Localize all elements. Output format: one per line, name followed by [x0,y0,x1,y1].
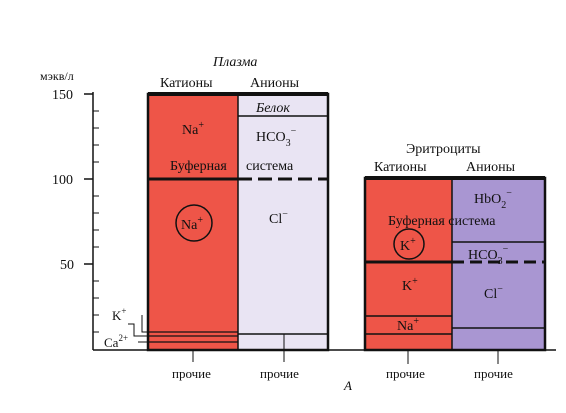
ery-na-label: Na+ [397,316,419,334]
y-tick-50: 50 [60,258,74,273]
erythrocytes-block: Эритроциты Катионы Анионы HbO2− Буферная… [363,142,547,381]
ery-other-right: прочие [474,366,513,381]
ery-k-circle-label: K+ [400,236,416,254]
plasma-na-upper-label: Na+ [182,120,204,138]
ery-buffer-label: Буферная система [388,214,496,229]
low-ion-labels: K+ Ca2+ [104,306,148,350]
plasma-na-circle [175,204,213,242]
axis-ca-label: Ca2+ [104,333,128,350]
plasma-cations-bar [148,94,238,350]
plasma-protein-label: Белок [255,101,290,116]
plasma-hco3-label: HCO3− [256,126,297,149]
ery-anions-bar [452,178,545,350]
ery-hco3-label: HCO3− [468,244,509,267]
ery-title: Эритроциты [406,142,481,157]
y-tick-100: 100 [52,173,73,188]
plasma-cations-header: Катионы [160,76,213,91]
plasma-anions-header: Анионы [250,76,300,91]
ery-cations-header: Катионы [374,160,427,175]
plasma-buffer-left-label: Буферная [170,159,227,174]
plasma-other-right: прочие [260,366,299,381]
ery-cations-bar [365,178,452,350]
ery-other-left: прочие [386,366,425,381]
plasma-cl-label: Cl− [269,209,288,227]
plasma-title: Плазма [212,55,257,70]
ery-k-circle [393,228,425,260]
plasma-other-left: прочие [172,366,211,381]
plasma-na-circle-label: Na+ [181,215,203,233]
figure-letter: А [343,378,352,393]
y-axis-unit: мэкв/л [40,69,74,83]
axis-k-label: K+ [112,306,126,323]
plasma-block: Плазма Катионы Анионы Na+ Белок HCO3− Бу… [146,55,330,381]
ery-anions-header: Анионы [466,160,516,175]
ery-hbo2-label: HbO2− [474,188,512,211]
ery-k-lower-label: K+ [402,276,418,294]
plasma-anions-bar [238,94,328,350]
ery-cl-label: Cl− [484,284,503,302]
plasma-buffer-right-label: система [246,159,294,174]
y-tick-150: 150 [52,88,73,103]
